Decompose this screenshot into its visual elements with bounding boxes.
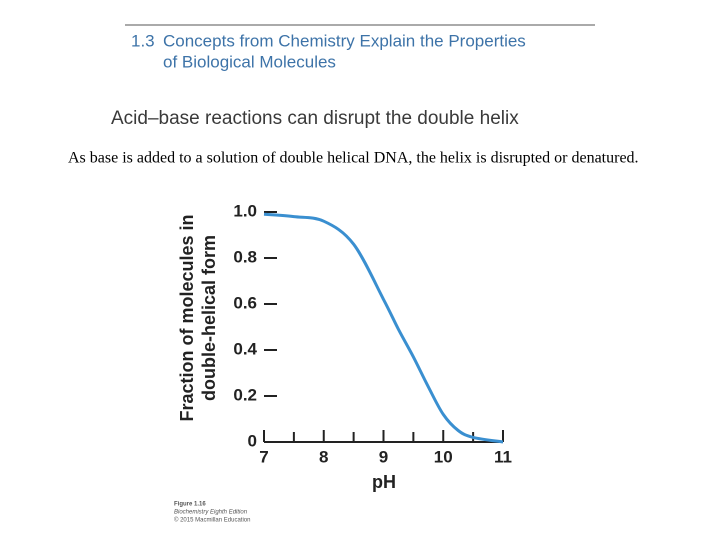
caption: As base is added to a solution of double… — [68, 150, 639, 167]
x-axis-label: pH — [372, 472, 396, 492]
figure-credit: Figure 1.16 — [174, 502, 206, 508]
section-title: of Biological Molecules — [163, 52, 336, 71]
x-tick-label: 11 — [494, 447, 512, 466]
y-tick-label: 1.0 — [233, 201, 257, 220]
y-axis-label: Fraction of molecules in — [177, 214, 197, 421]
data-line — [263, 212, 504, 444]
figure-credit: Biochemistry Eighth Edition — [174, 510, 248, 516]
section-number: 1.3 — [131, 31, 155, 50]
y-tick-label: 0.8 — [233, 247, 257, 266]
x-tick-label: 9 — [379, 447, 388, 466]
y-tick-label: 0.2 — [233, 385, 257, 404]
x-tick-label: 8 — [319, 447, 328, 466]
y-tick-label: 0.6 — [233, 293, 257, 312]
y-axis-label: double-helical form — [199, 235, 219, 401]
x-tick-label: 10 — [434, 447, 453, 466]
figure-credit: © 2015 Macmillan Education — [174, 517, 250, 524]
x-tick-label: 7 — [259, 447, 268, 466]
section-title: Concepts from Chemistry Explain the Prop… — [163, 31, 526, 50]
y-tick-label: 0 — [248, 431, 257, 450]
y-tick-label: 0.4 — [233, 339, 257, 358]
subtitle: Acid–base reactions can disrupt the doub… — [111, 108, 519, 129]
